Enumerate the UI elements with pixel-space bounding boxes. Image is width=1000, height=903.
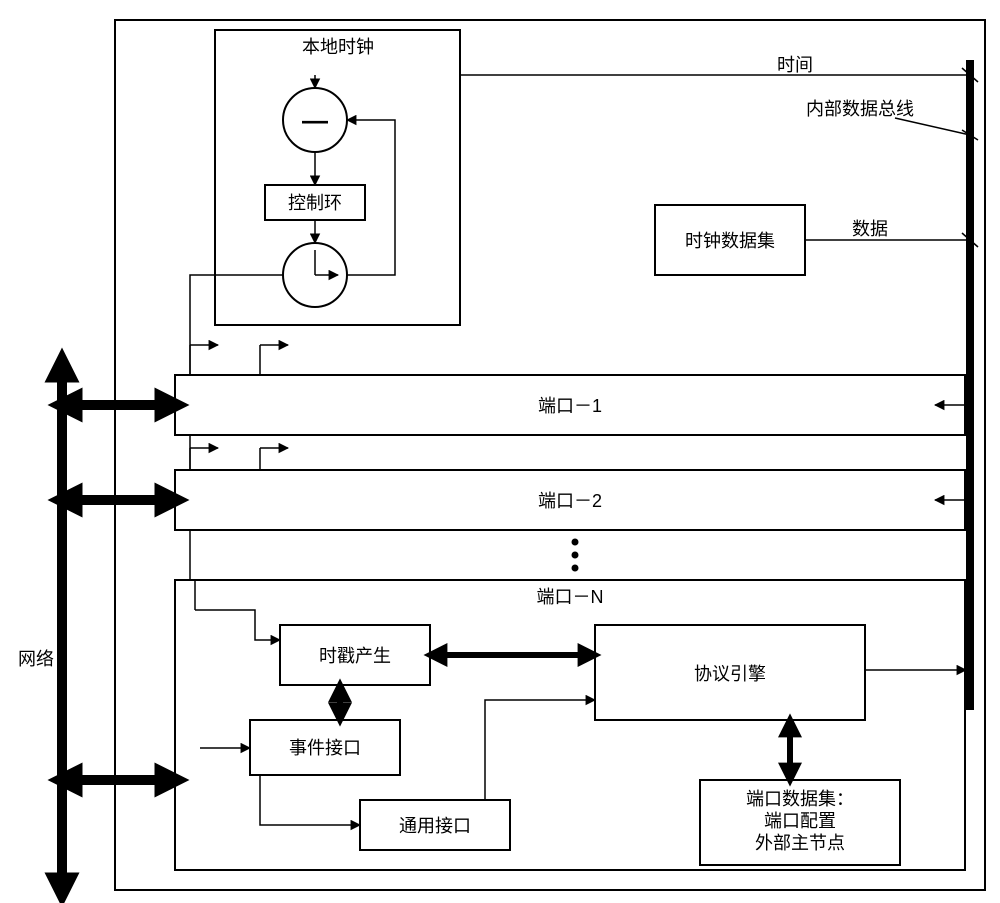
diagram-canvas: 内部数据总线 时间 数据 本地时钟 — 控制环 时钟数据集 端口－1 端口－2 — [0, 0, 1000, 903]
event-if-label: 事件接口 — [289, 738, 361, 758]
dots-1 — [572, 539, 579, 546]
data-label: 数据 — [852, 219, 888, 239]
dots-3 — [572, 565, 579, 572]
port-dataset-l2: 端口配置 — [764, 811, 836, 831]
port-dataset-l3: 外部主节点 — [755, 833, 845, 853]
local-clock-label: 本地时钟 — [302, 37, 374, 57]
generic-if-label: 通用接口 — [399, 816, 471, 836]
clock-dataset-label: 时钟数据集 — [685, 231, 775, 251]
network-label: 网络 — [18, 649, 54, 669]
dots-2 — [572, 552, 579, 559]
port-n-label: 端口－N — [537, 587, 604, 607]
protocol-engine-label: 协议引擎 — [694, 664, 766, 684]
port-2-label: 端口－2 — [538, 491, 602, 511]
subtractor-symbol: — — [302, 105, 328, 135]
control-ring-label: 控制环 — [288, 193, 342, 213]
port-1-label: 端口－1 — [538, 396, 602, 416]
timestamp-gen-label: 时戳产生 — [319, 646, 391, 666]
port-dataset-l1: 端口数据集： — [746, 789, 854, 809]
bus-label: 内部数据总线 — [806, 99, 914, 119]
time-label: 时间 — [777, 55, 813, 75]
